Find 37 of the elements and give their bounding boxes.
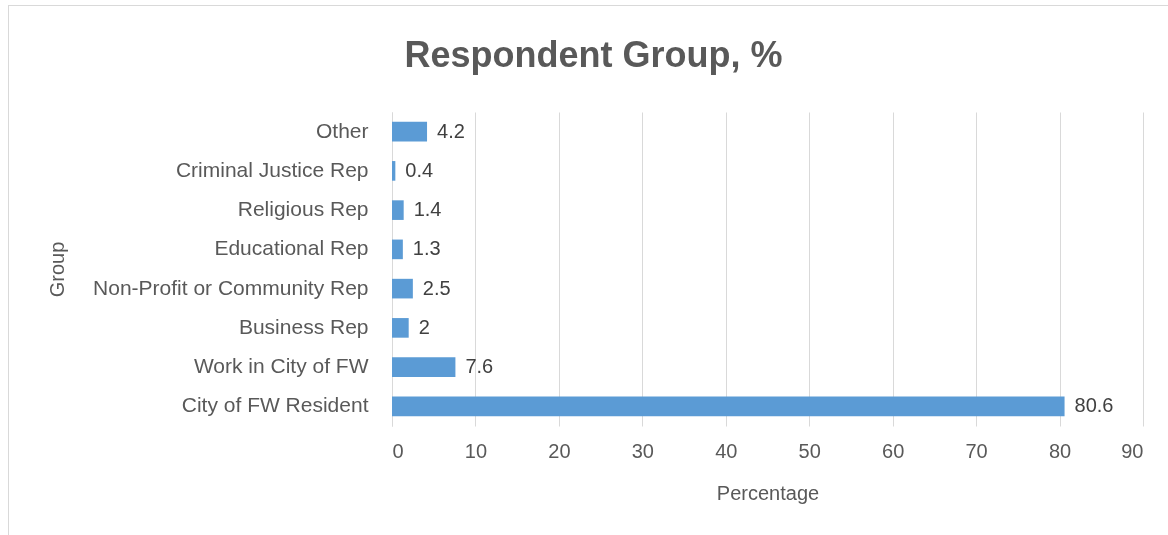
y-tick-label: Work in City of FW: [193, 354, 369, 378]
data-label: 1.4: [413, 198, 442, 221]
bar: [392, 396, 1065, 417]
bar: [392, 200, 404, 220]
y-tick-label: City of FW Resident: [181, 393, 369, 417]
bar: [392, 161, 396, 181]
data-label: 4.2: [437, 119, 465, 142]
x-tick-label: 80: [1048, 439, 1072, 462]
x-tick-label: 30: [631, 439, 654, 462]
data-label: 80.6: [1074, 394, 1114, 417]
x-tick-label: 70: [965, 439, 988, 462]
chart-title: Respondent Group, %: [404, 34, 783, 75]
bar: [392, 121, 428, 142]
bar: [392, 357, 456, 377]
y-tick-label: Educational Rep: [214, 236, 369, 260]
x-axis-title: Percentage: [716, 481, 820, 504]
data-label: 2: [418, 315, 430, 338]
bar: [392, 278, 413, 299]
data-label: 1.3: [412, 237, 441, 260]
data-label: 7.6: [465, 355, 494, 378]
data-label: 2.5: [422, 276, 451, 299]
bar: [392, 318, 409, 338]
x-tick-label: 90: [1121, 439, 1144, 462]
y-axis-title: Group: [45, 241, 68, 298]
y-tick-label: Non-Profit or Community Rep: [93, 275, 369, 299]
y-tick-label: Religious Rep: [237, 197, 369, 221]
x-tick-label: 60: [882, 439, 905, 462]
x-tick-label: 0: [392, 439, 404, 462]
x-tick-label: 20: [548, 439, 571, 462]
bar: [392, 239, 403, 260]
data-label: 0.4: [405, 158, 434, 181]
x-tick-label: 10: [464, 439, 488, 462]
x-tick-label: 40: [715, 439, 738, 462]
y-tick-label: Business Rep: [238, 314, 369, 338]
y-tick-label: Other: [315, 118, 369, 142]
y-tick-label: Criminal Justice Rep: [175, 157, 369, 181]
x-tick-label: 50: [798, 439, 821, 462]
